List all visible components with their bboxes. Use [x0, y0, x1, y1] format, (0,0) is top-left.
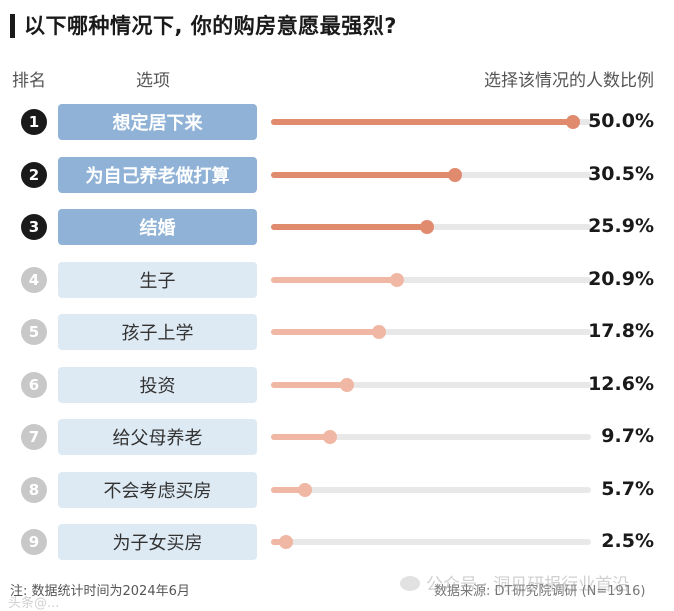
rank-badge-7: 7 [21, 424, 47, 450]
bar-fill-6 [271, 382, 348, 388]
bar-dot-6 [340, 378, 355, 392]
option-label-5: 孩子上学 [58, 314, 257, 350]
bar-fill-5 [271, 329, 379, 335]
title-accent-bar [10, 14, 15, 38]
option-label-7: 给父母养老 [58, 419, 257, 455]
bar-dot-7 [322, 430, 337, 444]
bar-fill-7 [271, 434, 330, 440]
bar-fill-3 [271, 224, 428, 230]
bar-fill-2 [271, 172, 456, 178]
option-label-9: 为子女买房 [58, 524, 257, 560]
value-label-1: 50.0% [588, 110, 654, 132]
option-label-8: 不会考虑买房 [58, 472, 257, 508]
value-label-6: 12.6% [588, 373, 654, 395]
bar-track-4 [271, 277, 591, 283]
header-share: 选择该情况的人数比例 [484, 71, 654, 91]
footnote: 注: 数据统计时间为2024年6月 [10, 584, 190, 599]
rank-badge-4: 4 [21, 267, 47, 293]
value-label-3: 25.9% [588, 215, 654, 237]
bar-fill-1 [271, 119, 573, 125]
value-label-5: 17.8% [588, 320, 654, 342]
wechat-icon [400, 576, 420, 591]
rank-badge-6: 6 [21, 372, 47, 398]
value-label-9: 2.5% [601, 530, 654, 552]
value-label-7: 9.7% [601, 425, 654, 447]
rank-badge-3: 3 [21, 214, 47, 240]
rank-badge-8: 8 [21, 477, 47, 503]
bar-dot-1 [566, 115, 580, 129]
header-option: 选项 [136, 71, 170, 91]
chart-title: 以下哪种情况下, 你的购房意愿最强烈? [24, 14, 397, 38]
watermark: 公众号 · 洞见研报行业首沿 [426, 575, 630, 595]
bar-dot-5 [371, 325, 386, 339]
value-label-2: 30.5% [588, 163, 654, 185]
data-source: 数据来源: DT研究院调研 (N=1916) [434, 584, 646, 599]
bar-dot-9 [279, 535, 294, 549]
bar-fill-9 [271, 539, 287, 545]
bar-dot-3 [420, 220, 435, 234]
bar-track-8 [271, 487, 591, 493]
bar-fill-4 [271, 277, 398, 283]
option-label-1: 想定居下来 [58, 104, 257, 140]
rank-badge-2: 2 [21, 162, 47, 188]
header-rank: 排名 [12, 71, 46, 91]
option-label-3: 结婚 [58, 209, 257, 245]
bar-dot-4 [390, 273, 405, 287]
rank-badge-1: 1 [21, 109, 47, 135]
option-label-6: 投资 [58, 367, 257, 403]
bar-dot-2 [448, 168, 463, 182]
bar-track-7 [271, 434, 591, 440]
rank-badge-5: 5 [21, 319, 47, 345]
bar-track-9 [271, 539, 591, 545]
option-label-2: 为自己养老做打算 [58, 157, 257, 193]
bar-fill-8 [271, 487, 306, 493]
value-label-8: 5.7% [601, 478, 654, 500]
option-label-4: 生子 [58, 262, 257, 298]
watermark-left: 头条@... [8, 596, 60, 611]
rank-badge-9: 9 [21, 529, 47, 555]
value-label-4: 20.9% [588, 268, 654, 290]
bar-track-6 [271, 382, 591, 388]
bar-dot-8 [298, 483, 313, 497]
bar-track-5 [271, 329, 591, 335]
